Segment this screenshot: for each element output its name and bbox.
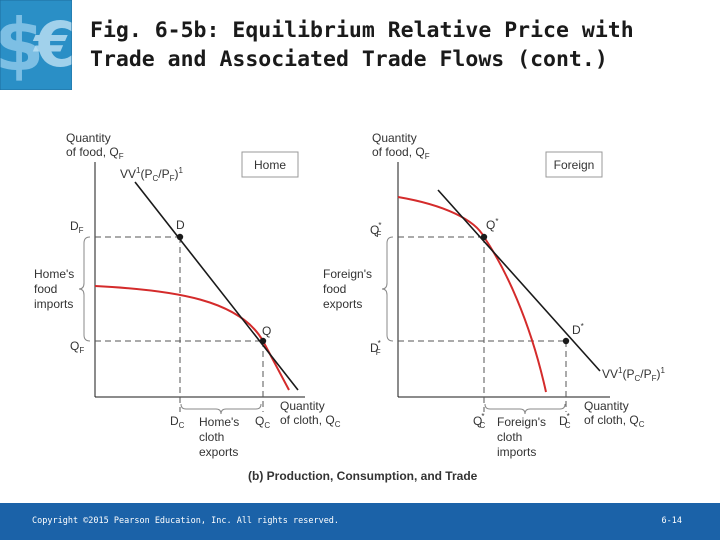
foreign-imports-label-1: Foreign's: [497, 415, 546, 429]
foreign-point-q: [480, 233, 488, 241]
foreign-dc-label: D* C: [559, 412, 571, 430]
foreign-box-label: Foreign: [554, 158, 595, 172]
foreign-exports-label-1: Foreign's: [323, 267, 372, 281]
slide-title: Fig. 6-5b: Equilibrium Relative Price wi…: [90, 16, 710, 74]
svg-text:$: $: [0, 3, 44, 87]
home-dc-label: DC: [170, 414, 185, 430]
foreign-exports-bracket: [381, 236, 394, 342]
foreign-exports-label-3: exports: [323, 297, 362, 311]
foreign-point-d: [562, 337, 570, 345]
home-exports-label-3: exports: [199, 445, 238, 459]
home-exports-label-1: Home's: [199, 415, 239, 429]
home-imports-label-1: Home's: [34, 267, 74, 281]
home-point-d: [176, 233, 184, 241]
foreign-qc-label: Q* C: [473, 412, 485, 430]
home-vv-label: VV1(PC/PF)1: [120, 166, 183, 183]
home-vv-line: [134, 181, 299, 391]
figure-caption: (b) Production, Consumption, and Trade: [248, 469, 478, 483]
foreign-vv-line: [437, 189, 601, 372]
foreign-exports-label-2: food: [323, 282, 346, 296]
foreign-box: [545, 151, 603, 178]
foreign-imports-label-3: imports: [497, 445, 536, 459]
foreign-y-axis-label-2: of food, QF: [372, 145, 430, 161]
home-point-q-label: Q: [262, 324, 271, 338]
footer-copyright: Copyright ©2015 Pearson Education, Inc. …: [32, 516, 340, 526]
home-point-d-label: D: [176, 218, 185, 232]
foreign-point-q-label: Q*: [486, 217, 498, 232]
home-box: [241, 151, 299, 178]
home-panel: Quantity of food, QF Home D Q VV1(PC/PF)…: [34, 131, 341, 459]
home-box-label: Home: [254, 158, 286, 172]
title-line-1: Fig. 6-5b: Equilibrium Relative Price wi…: [90, 18, 634, 43]
home-y-axis-label-2: of food, QF: [66, 145, 124, 161]
foreign-qf-label: Q* F: [370, 221, 381, 239]
foreign-panel: Quantity of food, QF Foreign Q* D* VV1(P…: [323, 131, 665, 459]
home-y-axis-label-1: Quantity: [66, 131, 111, 145]
home-imports-bracket: [78, 236, 91, 342]
home-df-label: DF: [70, 219, 84, 235]
dollar-euro-logo-icon: $ €: [0, 0, 72, 90]
trade-diagram: Quantity of food, QF Home D Q VV1(PC/PF)…: [34, 131, 665, 483]
footer-bar: Copyright ©2015 Pearson Education, Inc. …: [0, 503, 720, 540]
home-x-axis-label-2: of cloth, QC: [280, 413, 341, 429]
foreign-vv-label: VV1(PC/PF)1: [602, 366, 665, 383]
foreign-df-label: D* F: [370, 339, 381, 357]
foreign-y-axis-label-1: Quantity: [372, 131, 417, 145]
foreign-point-d-label: D*: [572, 322, 584, 337]
foreign-ppf-curve: [397, 196, 547, 393]
foreign-x-axis-label-1: Quantity: [584, 399, 629, 413]
home-qf-label: QF: [70, 339, 84, 355]
home-imports-label-3: imports: [34, 297, 73, 311]
foreign-x-axis-label-2: of cloth, QC: [584, 413, 645, 429]
home-point-q: [259, 337, 267, 345]
home-exports-label-2: cloth: [199, 430, 224, 444]
foreign-imports-bracket: [484, 403, 566, 415]
svg-text:€: €: [32, 8, 72, 81]
home-x-axis-label-1: Quantity: [280, 399, 325, 413]
foreign-imports-label-2: cloth: [497, 430, 522, 444]
home-qc-label: QC: [255, 414, 270, 430]
home-exports-bracket: [180, 403, 262, 415]
title-line-2: Trade and Associated Trade Flows (cont.): [90, 47, 608, 72]
home-imports-label-2: food: [34, 282, 57, 296]
home-ppf-curve: [94, 285, 290, 391]
page-number: 6-14: [661, 516, 682, 526]
